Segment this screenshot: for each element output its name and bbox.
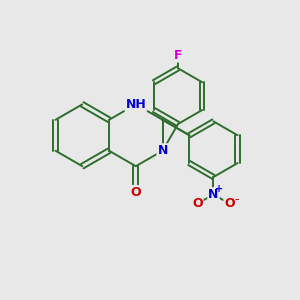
Text: NH: NH	[125, 98, 146, 111]
Text: O: O	[130, 186, 141, 199]
Text: O: O	[224, 197, 235, 210]
Text: -: -	[234, 193, 238, 206]
Text: +: +	[215, 184, 223, 194]
Text: N: N	[208, 188, 219, 201]
Text: F: F	[174, 49, 182, 62]
Text: O: O	[192, 197, 202, 210]
Text: N: N	[158, 144, 168, 157]
